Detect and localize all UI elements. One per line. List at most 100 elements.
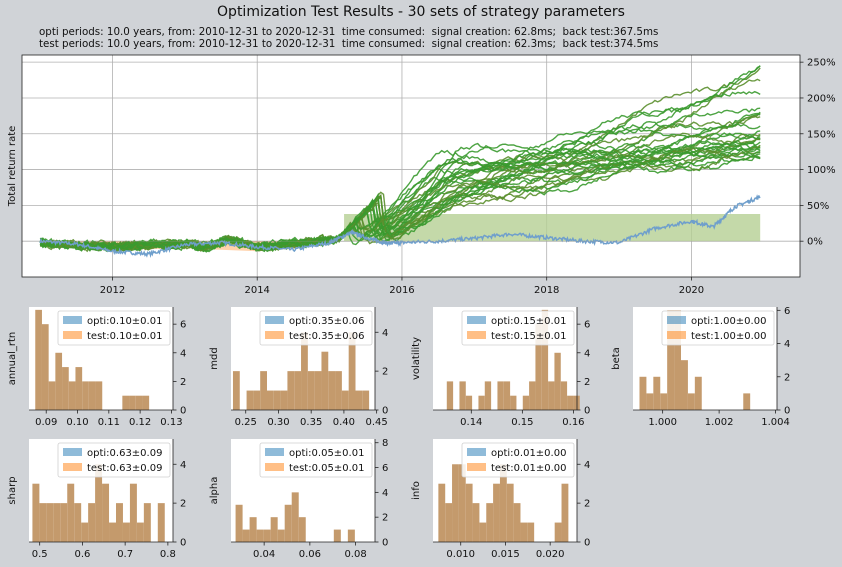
histogram-info: 0.010 0.015 0.020 0 2 4 info opti:0.01±0.00 test… [411, 439, 590, 560]
histogram-x-tick-label: 0.10 [66, 417, 88, 428]
histogram-y-axis-label: beta [611, 347, 622, 370]
histogram-x-tick-label: 0.11 [98, 417, 120, 428]
histogram-y-tick-label: 0 [180, 538, 186, 549]
histogram-x-tick-label: 0.15 [511, 417, 533, 428]
histogram-bar [280, 390, 288, 410]
strategy-line [39, 146, 761, 252]
histogram-y-axis-label: alpha [209, 477, 220, 505]
histogram-x-tick-label: 0.04 [253, 549, 275, 560]
benchmark-above-area [344, 213, 761, 242]
histogram-y-tick-label: 2 [584, 377, 590, 388]
histogram-y-tick-label: 2 [180, 377, 186, 388]
histogram-bar [573, 395, 580, 410]
main-y-tick-label: 150% [807, 129, 836, 140]
legend-swatch-test [63, 463, 82, 471]
histogram-y-tick-label: 4 [584, 460, 590, 471]
histogram-y-axis-label: annual_rtn [7, 332, 18, 385]
figure-title: Optimization Test Results - 30 sets of s… [217, 4, 625, 20]
histogram-bar [341, 390, 349, 410]
legend-label-opti: opti:0.15±0.01 [491, 316, 566, 327]
legend-label-opti: opti:1.00±0.00 [691, 316, 766, 327]
histogram-legend: opti:0.10±0.01 test:0.10±0.01 [57, 310, 171, 346]
histogram-bar [694, 376, 702, 410]
legend-swatch-opti [467, 316, 486, 324]
histogram-bar [109, 522, 116, 542]
histogram-bar [484, 381, 492, 410]
histogram-x-tick-label: 1.002 [705, 417, 734, 428]
histogram-bar [75, 367, 83, 410]
histogram-bar [88, 503, 96, 542]
histogram-bar [263, 529, 271, 542]
main-y-axis-label: Total return rate [7, 126, 18, 208]
histogram-bar [270, 517, 278, 542]
histogram-y-tick-label: 4 [382, 328, 388, 339]
histogram-x-tick-label: 0.14 [460, 417, 482, 428]
histogram-bar [445, 503, 453, 542]
histogram-y-axis-label: info [411, 481, 422, 500]
main-x-tick-label: 2020 [679, 285, 704, 296]
legend-swatch-test [63, 331, 82, 339]
histogram-y-tick-label: 0 [584, 538, 590, 549]
histogram-bar [458, 464, 466, 542]
histogram-bar [60, 503, 68, 542]
histogram-bar [115, 503, 123, 542]
histogram-bar [554, 352, 561, 410]
legend-label-opti: opti:0.10±0.01 [87, 316, 162, 327]
histogram-bar [95, 381, 103, 410]
histogram-y-tick-label: 0 [180, 406, 186, 417]
histogram-bar [68, 381, 76, 410]
histogram-bar [314, 371, 322, 410]
histogram-y-tick-label: 0 [584, 406, 590, 417]
histogram-bar [554, 522, 562, 542]
histogram-bar [681, 360, 688, 410]
histogram-bar [273, 390, 281, 410]
legend-label-test: test:0.63±0.09 [87, 463, 162, 474]
histogram-bar [522, 395, 530, 410]
histogram-y-tick-label: 6 [584, 320, 590, 331]
histogram-y-tick-label: 2 [584, 499, 590, 510]
histogram-x-tick-label: 0.020 [536, 549, 565, 560]
histogram-bar [561, 483, 569, 542]
legend-swatch-opti [63, 316, 82, 324]
histogram-bar [122, 522, 130, 542]
legend-swatch-opti [265, 448, 284, 456]
legend-box [661, 310, 775, 346]
histogram-bar [646, 393, 654, 410]
legend-swatch-test [467, 463, 486, 471]
histogram-bar [335, 371, 342, 410]
histogram-y-tick-label: 0 [382, 538, 388, 549]
histogram-bar [548, 381, 555, 410]
histogram-y-tick-label: 0 [784, 406, 790, 417]
histogram-annual_rtn: 0.09 0.10 0.11 0.12 0.130 2 4 6 annual_rtn opti:0… [7, 307, 186, 428]
histogram-bar [284, 504, 292, 542]
histogram-bar [62, 367, 69, 410]
main-x-tick-label: 2018 [534, 285, 559, 296]
histogram-y-tick-label: 2 [784, 372, 790, 383]
histogram-legend: opti:0.35±0.06 test:0.35±0.06 [259, 310, 373, 346]
histogram-y-tick-label: 4 [584, 348, 590, 359]
histogram-y-tick-label: 2 [382, 367, 388, 378]
histogram-y-axis-label: volatility [411, 337, 422, 380]
histogram-bar [307, 371, 315, 410]
histogram-bar [653, 376, 661, 410]
histogram-bar [129, 483, 137, 542]
main-y-tick-label: 50% [807, 201, 829, 212]
legend-swatch-opti [667, 316, 686, 324]
histogram-bar [53, 503, 61, 542]
histogram-bar [478, 395, 485, 410]
strategy-lines [39, 65, 761, 254]
histogram-bar [497, 381, 504, 410]
histogram-bar [88, 381, 96, 410]
histogram-bar [232, 371, 240, 410]
histogram-x-tick-label: 0.40 [333, 417, 355, 428]
histogram-bar [260, 371, 267, 410]
histogram-bar [301, 332, 308, 410]
histogram-bar [81, 522, 89, 542]
histogram-bar [438, 483, 446, 542]
histogram-bar [535, 324, 542, 410]
legend-box [57, 310, 171, 346]
histogram-bar [560, 381, 568, 410]
main-y-tick-label: 100% [807, 165, 836, 176]
histogram-bar [95, 464, 103, 542]
histogram-x-tick-label: 0.35 [300, 417, 322, 428]
